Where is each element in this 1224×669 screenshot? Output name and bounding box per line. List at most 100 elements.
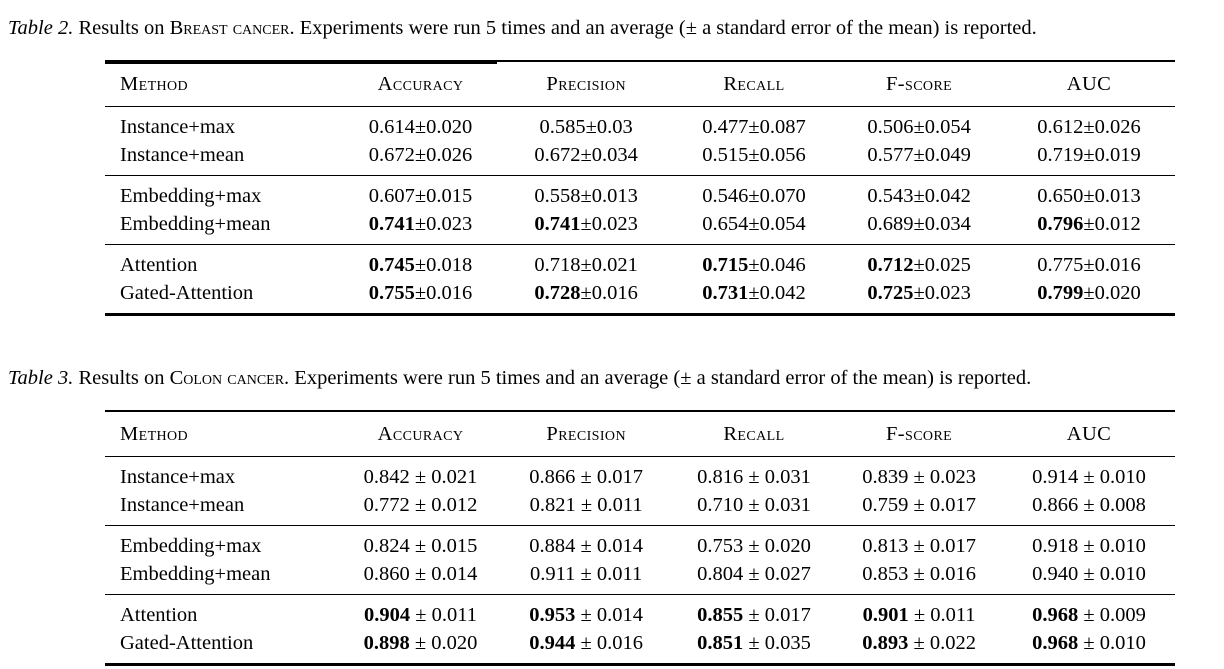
value-cell: 0.866 ± 0.017 (499, 456, 673, 491)
value-cell: 0.719±0.019 (1037, 144, 1141, 166)
value-cell: 0.855 ± 0.017 (672, 594, 836, 629)
row-group-2: Embedding+max 0.607±0.015 0.558±0.013 0.546… (105, 175, 1175, 245)
method-cell: Embedding+max (105, 175, 342, 210)
value-cell: 0.689±0.034 (867, 213, 971, 235)
value-cell: 0.860 ± 0.014 (363, 563, 478, 585)
column-header-precision: Precision (499, 410, 673, 457)
value-cell: 0.893 ± 0.022 (862, 632, 976, 654)
column-header-method: Method (105, 410, 342, 457)
value-cell: 0.745±0.018 (341, 244, 500, 279)
value-cell: 0.715±0.046 (672, 244, 836, 279)
value-cell: 0.944 ± 0.016 (529, 632, 644, 654)
table3-caption-dataset: Colon cancer (169, 367, 285, 389)
method-cell: Instance+mean (120, 144, 245, 166)
method-cell: Embedding+mean (120, 563, 271, 585)
value-cell: 0.775±0.016 (1002, 244, 1175, 279)
table3-caption-before: Results on (73, 367, 170, 389)
value-cell: 0.477±0.087 (672, 106, 836, 141)
value-cell: 0.654±0.054 (702, 213, 806, 235)
value-cell: 0.718±0.021 (499, 244, 673, 279)
column-header-precision: Precision (499, 60, 673, 107)
header-row: Method Accuracy Precision Recall F-score AUC (105, 410, 1175, 457)
value-cell: 0.851 ± 0.035 (697, 632, 811, 654)
method-cell: Gated-Attention (120, 282, 254, 304)
value-cell: 0.515±0.056 (702, 144, 806, 166)
table-row: Attention 0.745±0.018 0.718±0.021 0.715±0.0… (105, 244, 1175, 279)
table-row: Instance+max 0.614±0.020 0.585±0.03 0.477±0… (105, 106, 1175, 141)
table3-wrap: Method Accuracy Precision Recall F-score AUC I… (105, 410, 1175, 666)
value-cell: 0.804 ± 0.027 (697, 563, 811, 585)
table-row: Embedding+max 0.607±0.015 0.558±0.013 0.546… (105, 175, 1175, 210)
value-cell: 0.968 ± 0.009 (1002, 594, 1175, 629)
value-cell: 0.772 ± 0.012 (363, 494, 478, 516)
method-cell: Gated-Attention (120, 632, 254, 654)
table-row: Gated-Attention 0.755±0.016 0.728±0.016 0.7… (105, 279, 1175, 315)
table-row: Instance+mean 0.772 ± 0.012 0.821 ± 0.011 0… (105, 491, 1175, 526)
value-cell: 0.824 ± 0.015 (341, 525, 500, 560)
column-header-auc: AUC (1002, 60, 1175, 107)
table2-caption-label: Table 2. (8, 17, 74, 39)
value-cell: 0.585±0.03 (499, 106, 673, 141)
row-group-3: Attention 0.904 ± 0.011 0.953 ± 0.014 0.855… (105, 594, 1175, 665)
value-cell: 0.728±0.016 (534, 282, 638, 304)
table-row: Embedding+mean 0.741±0.023 0.741±0.023 0.65… (105, 210, 1175, 245)
column-header-recall: Recall (672, 410, 836, 457)
method-cell: Embedding+mean (120, 213, 271, 235)
table2-caption-dataset: Breast cancer (169, 17, 290, 39)
table2-caption: Table 2. Results on Breast cancer. Exper… (8, 14, 1214, 42)
value-cell: 0.901 ± 0.011 (835, 594, 1003, 629)
method-cell: Attention (105, 594, 342, 629)
table3-caption: Table 3. Results on Colon cancer. Experi… (8, 364, 1214, 392)
value-cell: 0.898 ± 0.020 (363, 632, 478, 654)
table3-caption-label: Table 3. (8, 367, 74, 389)
column-header-accuracy: Accuracy (341, 410, 500, 457)
breast-cancer-table-section: Table 2. Results on Breast cancer. Exper… (0, 14, 1224, 316)
value-cell: 0.543±0.042 (835, 175, 1003, 210)
column-header-accuracy: Accuracy (341, 60, 500, 107)
value-cell: 0.839 ± 0.023 (835, 456, 1003, 491)
value-cell: 0.741±0.023 (534, 213, 638, 235)
value-cell: 0.796±0.012 (1037, 213, 1141, 235)
value-cell: 0.577±0.049 (867, 144, 971, 166)
method-cell: Instance+max (105, 106, 342, 141)
method-cell: Attention (105, 244, 342, 279)
value-cell: 0.884 ± 0.014 (499, 525, 673, 560)
value-cell: 0.725±0.023 (867, 282, 971, 304)
table-row: Instance+mean 0.672±0.026 0.672±0.034 0.515… (105, 141, 1175, 176)
row-group-1: Instance+max 0.842 ± 0.021 0.866 ± 0.017 0.… (105, 456, 1175, 526)
value-cell: 0.842 ± 0.021 (341, 456, 500, 491)
value-cell: 0.968 ± 0.010 (1032, 632, 1146, 654)
table-row: Gated-Attention 0.898 ± 0.020 0.944 ± 0.01… (105, 629, 1175, 665)
value-cell: 0.753 ± 0.020 (672, 525, 836, 560)
value-cell: 0.650±0.013 (1002, 175, 1175, 210)
value-cell: 0.799±0.020 (1037, 282, 1141, 304)
method-cell: Instance+mean (120, 494, 245, 516)
colon-cancer-table-section: Table 3. Results on Colon cancer. Experi… (0, 364, 1224, 666)
column-header-recall: Recall (672, 60, 836, 107)
column-header-auc: AUC (1002, 410, 1175, 457)
value-cell: 0.710 ± 0.031 (697, 494, 811, 516)
value-cell: 0.506±0.054 (835, 106, 1003, 141)
column-header-f-score: F-score (835, 60, 1003, 107)
value-cell: 0.612±0.026 (1002, 106, 1175, 141)
column-header-method: Method (105, 60, 342, 107)
method-cell: Embedding+max (105, 525, 342, 560)
value-cell: 0.614±0.020 (341, 106, 500, 141)
value-cell: 0.607±0.015 (341, 175, 500, 210)
value-cell: 0.755±0.016 (368, 282, 473, 304)
value-cell: 0.741±0.023 (368, 213, 473, 235)
table2-wrap: Method Accuracy Precision Recall F-score AUC I… (105, 60, 1175, 316)
value-cell: 0.918 ± 0.010 (1002, 525, 1175, 560)
table2-caption-before: Results on (73, 17, 170, 39)
value-cell: 0.546±0.070 (672, 175, 836, 210)
row-group-1: Instance+max 0.614±0.020 0.585±0.03 0.477±0… (105, 106, 1175, 176)
value-cell: 0.672±0.034 (534, 144, 638, 166)
value-cell: 0.813 ± 0.017 (835, 525, 1003, 560)
row-group-2: Embedding+max 0.824 ± 0.015 0.884 ± 0.014 0… (105, 525, 1175, 595)
value-cell: 0.853 ± 0.016 (862, 563, 976, 585)
value-cell: 0.816 ± 0.031 (672, 456, 836, 491)
table3-caption-after: . Experiments were run 5 times and an av… (284, 367, 1032, 389)
table-row: Attention 0.904 ± 0.011 0.953 ± 0.014 0.855… (105, 594, 1175, 629)
results-table-colon-cancer: Method Accuracy Precision Recall F-score AUC I… (105, 410, 1175, 666)
